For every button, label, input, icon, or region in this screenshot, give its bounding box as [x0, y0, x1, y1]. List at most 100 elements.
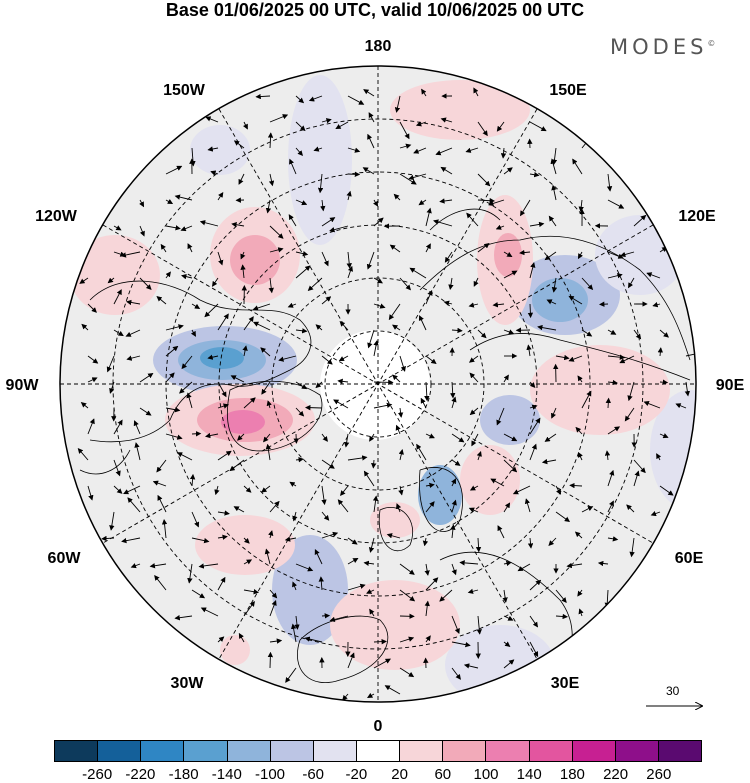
wind-vector — [420, 397, 427, 409]
lon-label-0: 0 — [374, 718, 383, 735]
wind-vector — [81, 323, 89, 331]
lon-label-150e: 150E — [549, 82, 587, 99]
wind-vector — [578, 608, 584, 617]
wind-vector — [503, 641, 511, 647]
wind-vector — [187, 243, 193, 253]
wind-vector — [451, 641, 471, 648]
wind-vector — [551, 407, 557, 419]
wind-vector — [577, 375, 583, 383]
wind-vector — [165, 199, 174, 205]
wind-vector — [424, 600, 430, 617]
wind-vector — [314, 548, 323, 565]
wind-vector — [550, 158, 557, 175]
wind-vector — [544, 433, 557, 442]
wind-vector — [165, 324, 184, 331]
wind-vector — [425, 289, 433, 305]
wind-vector — [176, 452, 193, 461]
anomaly-region — [230, 235, 280, 285]
wind-vector — [371, 459, 377, 469]
wind-vector — [321, 459, 335, 469]
wind-vector — [278, 355, 297, 362]
wind-vector — [657, 347, 664, 357]
wind-vector — [476, 450, 482, 461]
brand-text: MODES — [610, 35, 708, 59]
lon-label-30e: 30E — [551, 675, 580, 692]
wind-vector — [628, 277, 635, 289]
wind-vector — [492, 302, 505, 308]
wind-vector — [607, 273, 623, 279]
wind-vector — [295, 381, 308, 390]
wind-vector — [337, 499, 349, 513]
copyright-mark: © — [707, 39, 716, 48]
colorbar-tick-label: -60 — [302, 766, 325, 783]
wind-vector — [529, 641, 539, 658]
wind-vector — [321, 217, 336, 227]
wind-vector — [174, 615, 193, 621]
wind-vector — [684, 381, 691, 397]
wind-vector — [347, 455, 368, 461]
wind-vector — [265, 443, 271, 461]
anomaly-region — [330, 580, 460, 670]
colorbar-tick-label: 140 — [516, 766, 542, 783]
wind-vector — [524, 498, 531, 513]
wind-vector — [295, 95, 305, 104]
wind-vector — [217, 251, 224, 266]
wind-vector — [347, 265, 353, 279]
wind-vector — [294, 615, 300, 630]
wind-vector — [451, 459, 461, 466]
wind-vector — [320, 199, 326, 212]
wind-vector — [87, 418, 95, 435]
wind-vector — [425, 577, 439, 591]
wind-vector — [295, 265, 311, 279]
wind-vector — [347, 537, 358, 545]
wind-vector — [217, 576, 226, 591]
colorbar-swatch — [615, 741, 659, 761]
colorbar-tick-label: -20 — [345, 766, 368, 783]
wind-vector — [476, 615, 482, 635]
wind-vector — [366, 588, 375, 594]
wind-vector — [496, 121, 505, 132]
wind-vector — [399, 563, 415, 575]
reference-vector-label: 30 — [666, 684, 680, 698]
wind-vector — [321, 118, 332, 124]
coastline — [297, 615, 389, 683]
colorbar-tick-label: 60 — [434, 766, 452, 783]
wind-vector — [569, 482, 583, 489]
wind-vector — [473, 87, 479, 97]
wind-vectors — [77, 87, 696, 701]
wind-vector — [469, 372, 479, 383]
wind-vector — [315, 324, 323, 331]
wind-vector — [425, 207, 432, 227]
wind-vector — [577, 589, 583, 597]
wind-vector — [372, 199, 379, 207]
wind-vector — [394, 95, 401, 113]
wind-vector — [607, 469, 615, 487]
anomaly-region — [595, 215, 685, 295]
modes-logo: MODES© — [610, 35, 715, 59]
wind-vector — [284, 536, 297, 542]
wind-vector — [261, 381, 271, 395]
wind-vector — [503, 615, 514, 621]
wind-vector — [572, 158, 583, 175]
wind-vector — [468, 355, 479, 363]
wind-vector — [134, 442, 141, 461]
wind-vector — [289, 481, 297, 487]
wind-vector — [191, 589, 206, 599]
wind-vector — [633, 214, 647, 227]
wind-vector — [416, 443, 427, 461]
colorbar-swatch — [184, 741, 228, 761]
wind-vector — [418, 199, 427, 206]
wind-vector — [459, 560, 479, 566]
wind-vector — [113, 459, 121, 477]
wind-vector — [292, 581, 298, 591]
wind-vector — [191, 431, 202, 437]
wind-vector — [477, 329, 487, 339]
colorbar-tick-label: 260 — [646, 766, 672, 783]
wind-vector — [440, 166, 453, 175]
wind-vector — [339, 320, 349, 331]
wind-vector — [627, 381, 635, 402]
wind-vector — [503, 459, 518, 473]
wind-vector — [503, 329, 515, 335]
wind-vector — [230, 375, 245, 383]
wind-vector — [399, 355, 406, 372]
